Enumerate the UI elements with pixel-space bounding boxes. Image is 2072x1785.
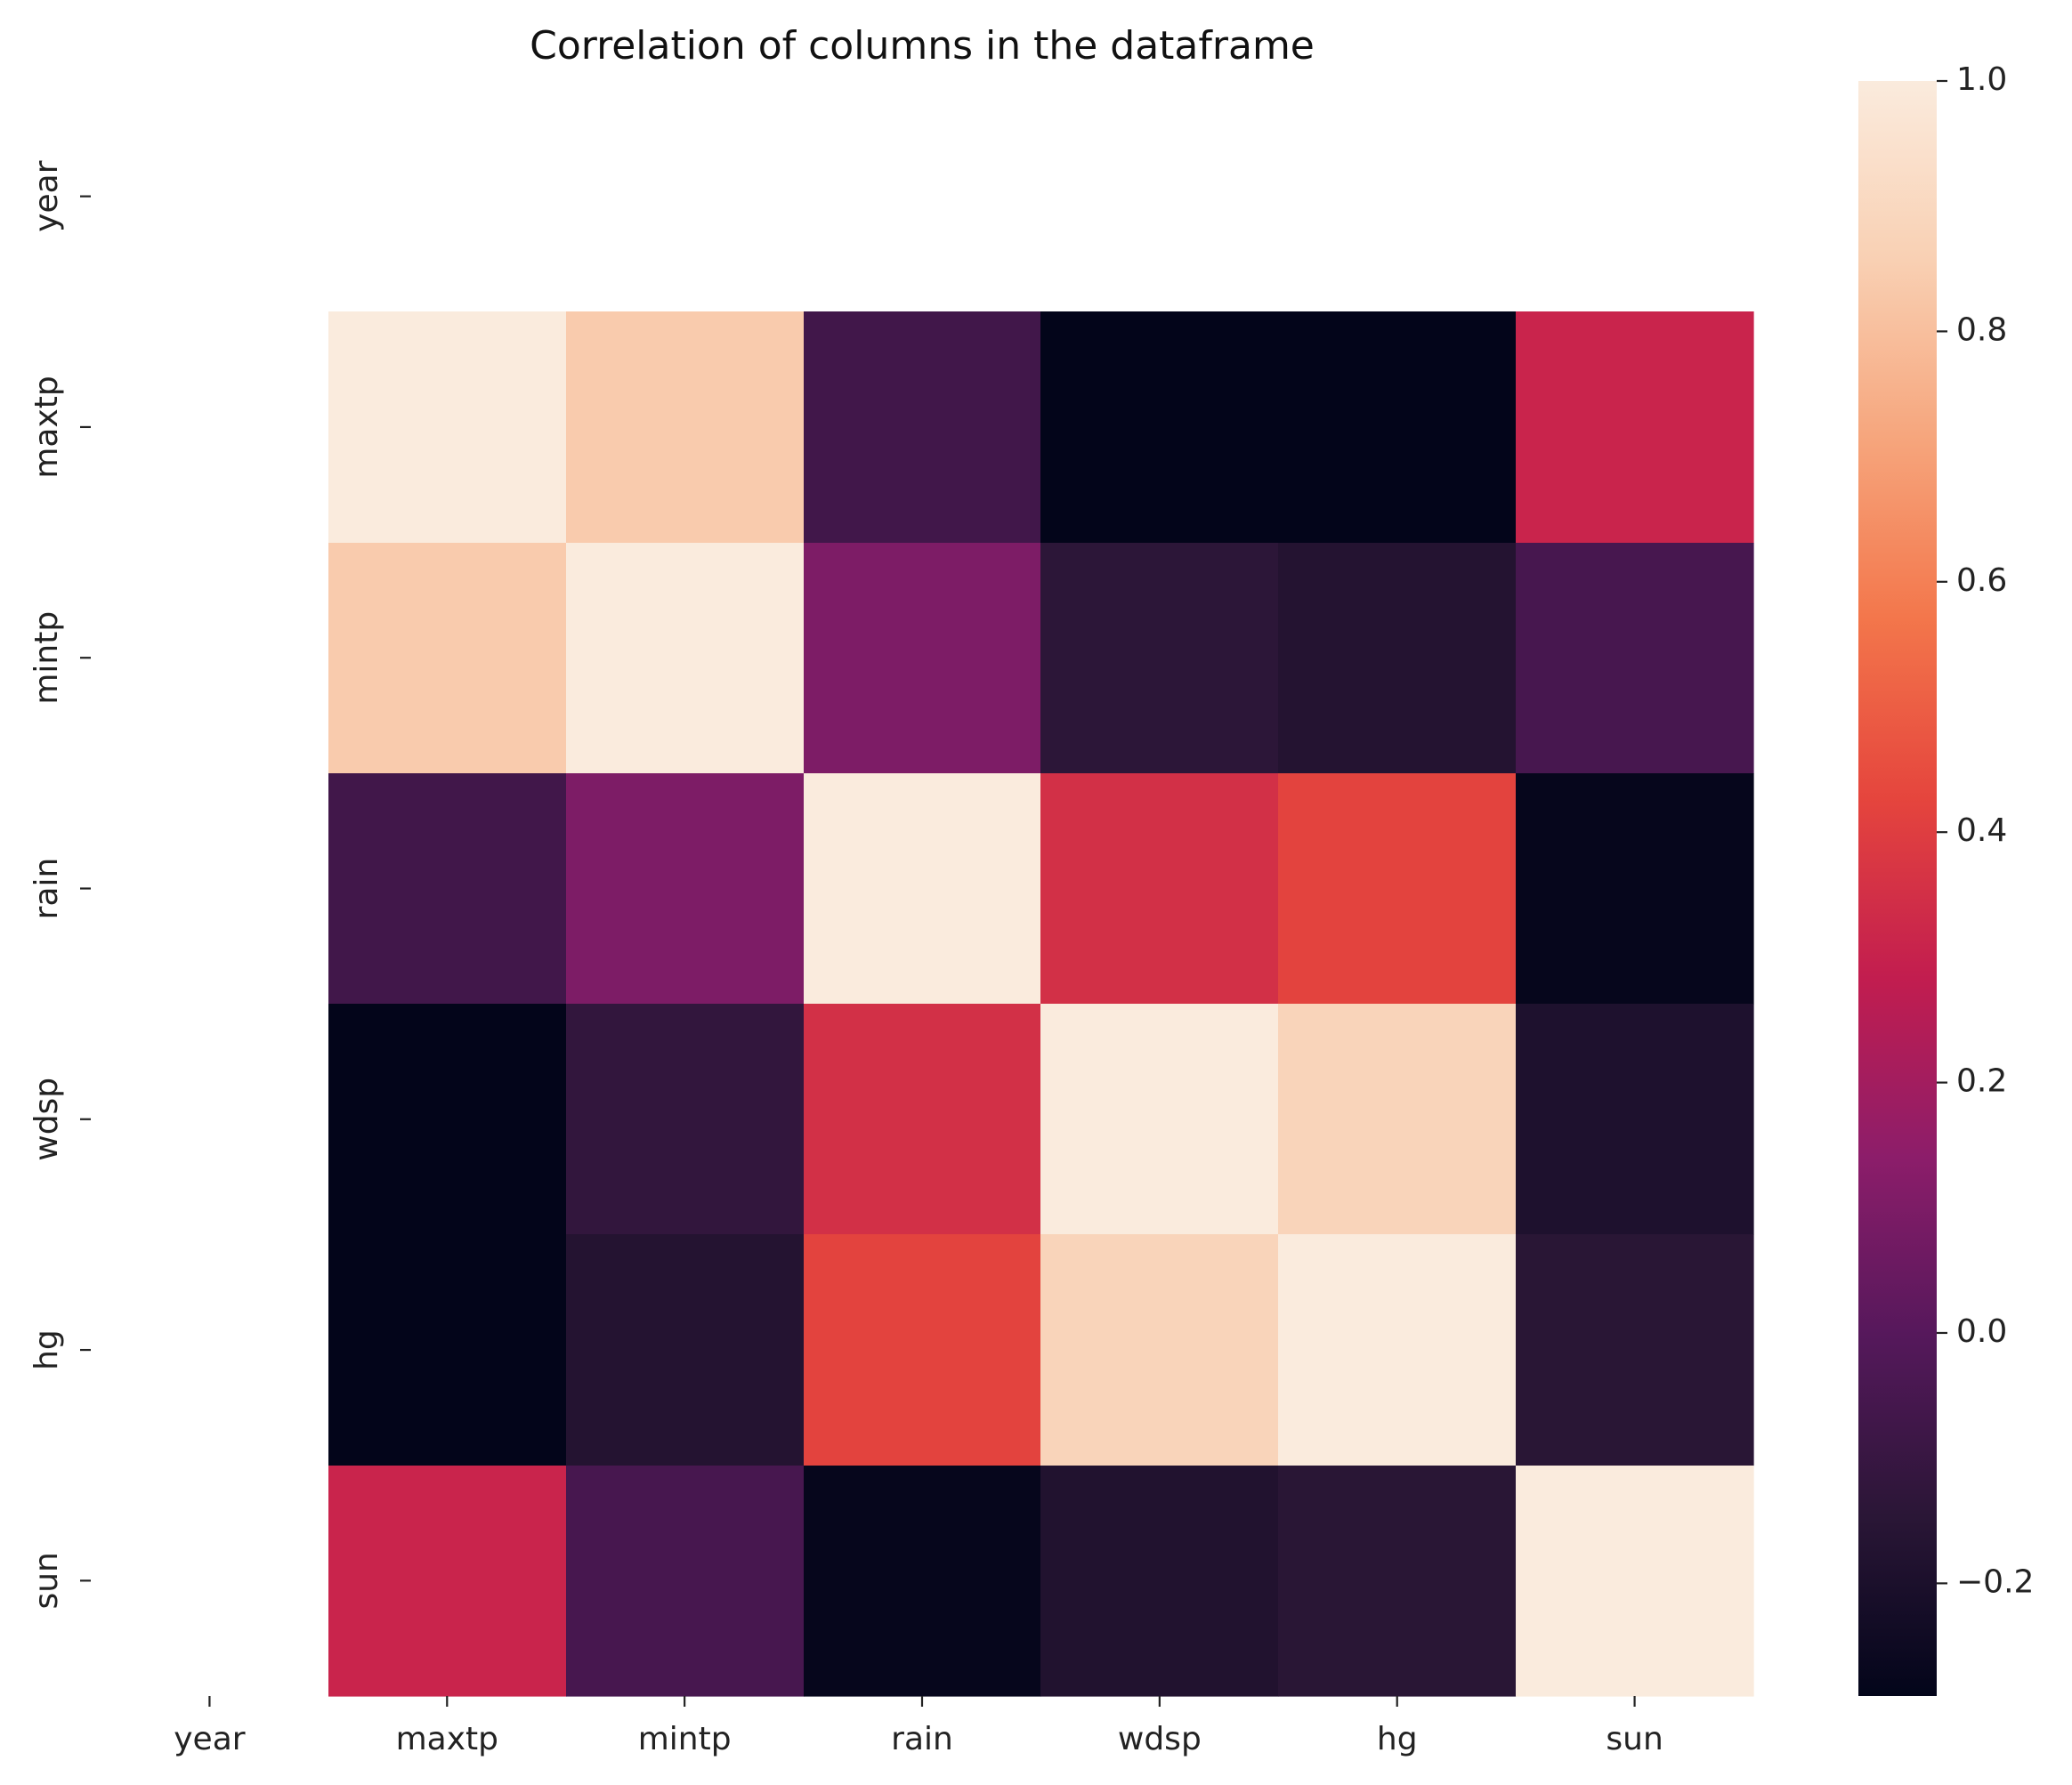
heatmap-cell-maxtp-hg bbox=[1278, 311, 1517, 544]
heatmap-cell-rain-mintp bbox=[566, 773, 805, 1005]
heatmap-cell-hg-rain bbox=[804, 1234, 1041, 1466]
heatmap-cell-wdsp-rain bbox=[804, 1004, 1041, 1235]
colorbar-tick-label: 0.0 bbox=[1956, 1313, 2007, 1350]
colorbar-tick-label: −0.2 bbox=[1956, 1563, 2034, 1600]
heatmap-cell-sun-hg bbox=[1278, 1466, 1517, 1697]
colorbar-bar bbox=[1858, 81, 1937, 1696]
y-tick-label-wdsp: wdsp bbox=[28, 1078, 65, 1161]
x-tick-label-wdsp: wdsp bbox=[1118, 1721, 1202, 1757]
colorbar-tick-label: 1.0 bbox=[1956, 61, 2007, 98]
heatmap-cell-mintp-maxtp bbox=[328, 543, 567, 774]
heatmap-cell-wdsp-hg bbox=[1278, 1004, 1517, 1235]
x-tick-label-hg: hg bbox=[1377, 1721, 1418, 1757]
colorbar-tick-label: 0.2 bbox=[1956, 1063, 2007, 1100]
heatmap-cell-maxtp-sun bbox=[1516, 311, 1754, 544]
heatmap-cell-mintp-sun bbox=[1516, 543, 1754, 774]
x-tick-label-rain: rain bbox=[891, 1721, 953, 1757]
colorbar-tick-label: 0.8 bbox=[1956, 311, 2007, 348]
colorbar: 1.0 0.8 0.6 0.4 0.2 0.0 −0.2 bbox=[1858, 61, 2034, 1696]
y-tick-label-year: year bbox=[28, 160, 65, 232]
heatmap-cell-mintp-rain bbox=[804, 543, 1041, 774]
y-tick-label-maxtp: maxtp bbox=[28, 376, 65, 478]
heatmap-cell-rain-rain bbox=[804, 773, 1041, 1005]
heatmap-cell-rain-hg bbox=[1278, 773, 1517, 1005]
heatmap-cell-hg-wdsp bbox=[1040, 1234, 1279, 1466]
x-tick-label-sun: sun bbox=[1606, 1721, 1663, 1757]
y-tick-label-mintp: mintp bbox=[28, 611, 65, 705]
colorbar-tick-label: 0.6 bbox=[1956, 562, 2007, 599]
heatmap-cell-sun-sun bbox=[1516, 1466, 1754, 1697]
heatmap-cell-hg-sun bbox=[1516, 1234, 1754, 1466]
heatmap-cell-sun-rain bbox=[804, 1466, 1041, 1697]
heatmap-cell-mintp-mintp bbox=[566, 543, 805, 774]
x-tick-label-mintp: mintp bbox=[638, 1721, 732, 1757]
y-axis-ticks: year maxtp mintp rain wdsp hg sun bbox=[28, 160, 91, 1610]
heatmap-cell-hg-maxtp bbox=[328, 1234, 567, 1466]
chart-title: Correlation of columns in the dataframe bbox=[530, 23, 1315, 69]
x-axis-ticks: year maxtp mintp rain wdsp hg sun bbox=[174, 1696, 1663, 1757]
heatmap-cell-wdsp-sun bbox=[1516, 1004, 1754, 1235]
heatmap-cell-rain-maxtp bbox=[328, 773, 567, 1005]
heatmap-cell-mintp-hg bbox=[1278, 543, 1517, 774]
heatmap-cell-maxtp-maxtp bbox=[328, 311, 567, 544]
colorbar-tick-label: 0.4 bbox=[1956, 812, 2007, 849]
heatmap-cell-wdsp-maxtp bbox=[328, 1004, 567, 1235]
x-tick-label-maxtp: maxtp bbox=[396, 1721, 498, 1757]
heatmap-cell-sun-maxtp bbox=[328, 1466, 567, 1697]
heatmap-cell-hg-mintp bbox=[566, 1234, 805, 1466]
x-tick-label-year: year bbox=[174, 1721, 246, 1757]
y-tick-label-hg: hg bbox=[28, 1329, 65, 1370]
heatmap-cell-maxtp-rain bbox=[804, 311, 1041, 544]
heatmap-cell-hg-hg bbox=[1278, 1234, 1517, 1466]
heatmap-cells bbox=[328, 311, 1754, 1697]
heatmap-cell-rain-wdsp bbox=[1040, 773, 1279, 1005]
heatmap-cell-sun-wdsp bbox=[1040, 1466, 1279, 1697]
heatmap-cell-mintp-wdsp bbox=[1040, 543, 1279, 774]
heatmap-cell-rain-sun bbox=[1516, 773, 1754, 1005]
heatmap-cell-wdsp-wdsp bbox=[1040, 1004, 1279, 1235]
heatmap-cell-maxtp-wdsp bbox=[1040, 311, 1279, 544]
y-tick-label-rain: rain bbox=[28, 858, 65, 920]
y-tick-label-sun: sun bbox=[28, 1552, 65, 1609]
heatmap-cell-sun-mintp bbox=[566, 1466, 805, 1697]
heatmap-cell-maxtp-mintp bbox=[566, 311, 805, 544]
heatmap-cell-wdsp-mintp bbox=[566, 1004, 805, 1235]
